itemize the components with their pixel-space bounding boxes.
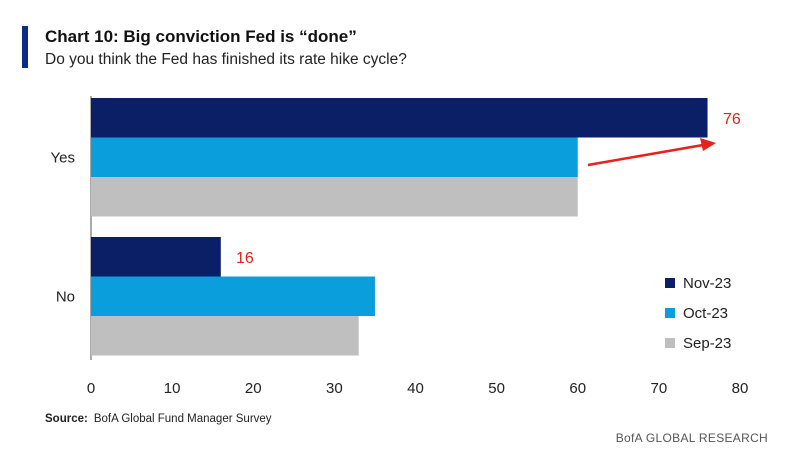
x-tick-label-80: 80 bbox=[732, 380, 749, 397]
source-note: Source: BofA Global Fund Manager Survey bbox=[45, 413, 272, 425]
bar-yes-nov-23 bbox=[91, 98, 708, 138]
legend-swatch-sep-23 bbox=[665, 338, 675, 348]
legend-item-nov-23: Nov-23 bbox=[665, 268, 731, 298]
x-tick-label-30: 30 bbox=[326, 380, 343, 397]
chart-legend: Nov-23 Oct-23 Sep-23 bbox=[665, 268, 731, 358]
legend-item-sep-23: Sep-23 bbox=[665, 328, 731, 358]
chart-title: Chart 10: Big conviction Fed is “done” bbox=[45, 27, 357, 46]
legend-label-sep-23: Sep-23 bbox=[683, 334, 732, 352]
legend-item-oct-23: Oct-23 bbox=[665, 298, 731, 328]
bar-no-oct-23 bbox=[91, 276, 375, 316]
legend-label-nov-23: Nov-23 bbox=[683, 274, 732, 292]
x-tick-label-40: 40 bbox=[407, 380, 424, 397]
brand-footer: BofA GLOBAL RESEARCH bbox=[615, 431, 768, 445]
category-label-no: No bbox=[56, 288, 75, 305]
annotation-label-16: 16 bbox=[236, 250, 254, 267]
annotation-arrow-line bbox=[587, 143, 704, 167]
x-tick-label-50: 50 bbox=[488, 380, 505, 397]
chart-subtitle: Do you think the Fed has finished its ra… bbox=[45, 51, 407, 68]
x-tick-label-10: 10 bbox=[164, 380, 181, 397]
legend-swatch-nov-23 bbox=[665, 278, 675, 288]
annotation-arrow-head bbox=[700, 138, 716, 151]
category-label-yes: Yes bbox=[51, 149, 75, 166]
legend-swatch-oct-23 bbox=[665, 308, 675, 318]
annotation-label-76: 76 bbox=[723, 111, 741, 128]
bar-no-nov-23 bbox=[91, 237, 221, 277]
bar-yes-oct-23 bbox=[91, 137, 578, 177]
x-tick-label-0: 0 bbox=[87, 380, 95, 397]
source-text: BofA Global Fund Manager Survey bbox=[93, 413, 272, 425]
legend-label-oct-23: Oct-23 bbox=[683, 304, 729, 322]
x-tick-label-70: 70 bbox=[651, 380, 668, 397]
source-label: Source: bbox=[45, 413, 88, 425]
bar-yes-sep-23 bbox=[91, 177, 578, 217]
title-accent-bar bbox=[22, 26, 28, 68]
x-tick-label-60: 60 bbox=[569, 380, 586, 397]
bar-no-sep-23 bbox=[91, 316, 359, 356]
x-tick-label-20: 20 bbox=[245, 380, 262, 397]
